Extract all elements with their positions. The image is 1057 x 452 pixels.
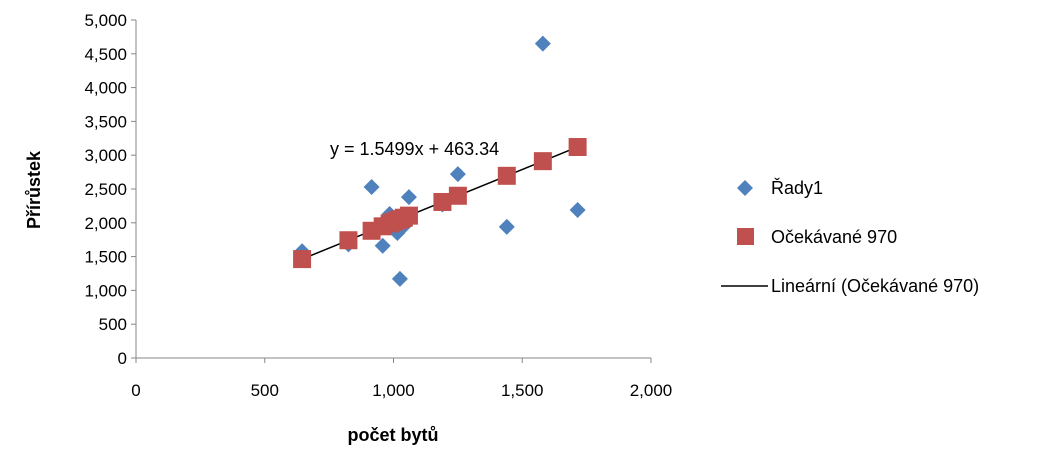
y-tick-label: 500 bbox=[99, 315, 127, 334]
trendline-equation: y = 1.5499x + 463.34 bbox=[330, 139, 499, 159]
axes: 0 500 1,000 1,500 2,000 2,500 3,000 3,500 4,000 4… bbox=[84, 11, 672, 400]
legend: Řady1 Očekávané 970 Lineární (Očekávané … bbox=[721, 178, 979, 296]
data-point-square bbox=[339, 231, 358, 250]
y-tick-label: 2,500 bbox=[84, 180, 127, 199]
data-point-diamond bbox=[363, 178, 380, 195]
data-point-square bbox=[293, 250, 312, 269]
y-axis-title: Přírůstek bbox=[24, 150, 44, 229]
x-tick-label: 0 bbox=[131, 381, 140, 400]
data-point-square bbox=[433, 192, 452, 211]
y-tick-label: 4,500 bbox=[84, 45, 127, 64]
data-point-diamond bbox=[391, 270, 408, 287]
data-point-square bbox=[448, 186, 467, 205]
legend-diamond-marker bbox=[737, 180, 753, 196]
y-tick-label: 2,000 bbox=[84, 214, 127, 233]
y-tick-label: 0 bbox=[118, 349, 127, 368]
y-tick-label: 1,500 bbox=[84, 248, 127, 267]
legend-label-rady1: Řady1 bbox=[771, 178, 823, 198]
data-point-diamond bbox=[534, 35, 551, 52]
y-tick-label: 4,000 bbox=[84, 79, 127, 98]
data-point-diamond bbox=[400, 189, 417, 206]
x-tick-label: 500 bbox=[251, 381, 279, 400]
y-tick-label: 3,000 bbox=[84, 146, 127, 165]
data-point-diamond bbox=[569, 201, 586, 218]
y-axis-title-group: Přírůstek bbox=[24, 150, 44, 229]
marks-group bbox=[293, 35, 587, 287]
y-tick-label: 1,000 bbox=[84, 281, 127, 300]
data-point-diamond bbox=[374, 237, 391, 254]
x-axis-title: počet bytů bbox=[347, 425, 438, 445]
data-point-square bbox=[497, 166, 516, 185]
legend-label-ocekavane: Očekávané 970 bbox=[771, 227, 897, 247]
legend-label-linear: Lineární (Očekávané 970) bbox=[771, 276, 979, 296]
data-point-diamond bbox=[498, 218, 515, 235]
y-tick-label: 3,500 bbox=[84, 112, 127, 131]
x-tick-label: 1,000 bbox=[372, 381, 415, 400]
data-point-square bbox=[568, 138, 587, 157]
data-point-diamond bbox=[449, 166, 466, 183]
data-point-square bbox=[533, 152, 552, 171]
legend-square-marker bbox=[737, 228, 754, 245]
x-tick-label: 1,500 bbox=[501, 381, 544, 400]
x-tick-label: 2,000 bbox=[630, 381, 673, 400]
y-tick-label: 5,000 bbox=[84, 11, 127, 30]
data-point-square bbox=[394, 208, 413, 227]
